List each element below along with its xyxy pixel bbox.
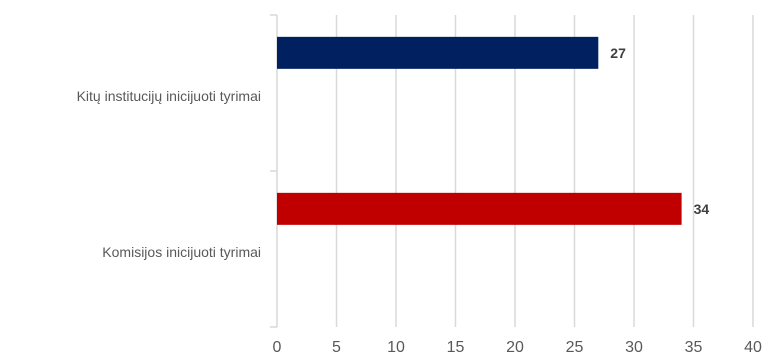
category-label: Komisijos inicijuoti tyrimai — [102, 244, 261, 260]
x-tick-label: 40 — [744, 339, 762, 356]
category-axis — [270, 14, 278, 328]
bar — [277, 192, 682, 225]
x-tick-label: 25 — [566, 339, 584, 356]
category-label: Kitų institucijų inicijuoti tyrimai — [77, 88, 261, 104]
x-tick-label: 20 — [506, 339, 524, 356]
x-tick-label: 10 — [387, 339, 405, 356]
x-tick-label: 30 — [625, 339, 643, 356]
labels: 0 5 10 15 20 25 30 35 40 27 Kitų institucijų inici… — [77, 45, 762, 356]
x-tick-label: 0 — [273, 339, 282, 356]
data-label: 27 — [610, 45, 626, 61]
bars — [277, 36, 682, 225]
x-tick-label: 35 — [685, 339, 703, 356]
bar — [277, 36, 599, 69]
x-tick-label: 15 — [447, 339, 465, 356]
x-tick-label: 5 — [332, 339, 341, 356]
data-label: 34 — [694, 201, 710, 217]
